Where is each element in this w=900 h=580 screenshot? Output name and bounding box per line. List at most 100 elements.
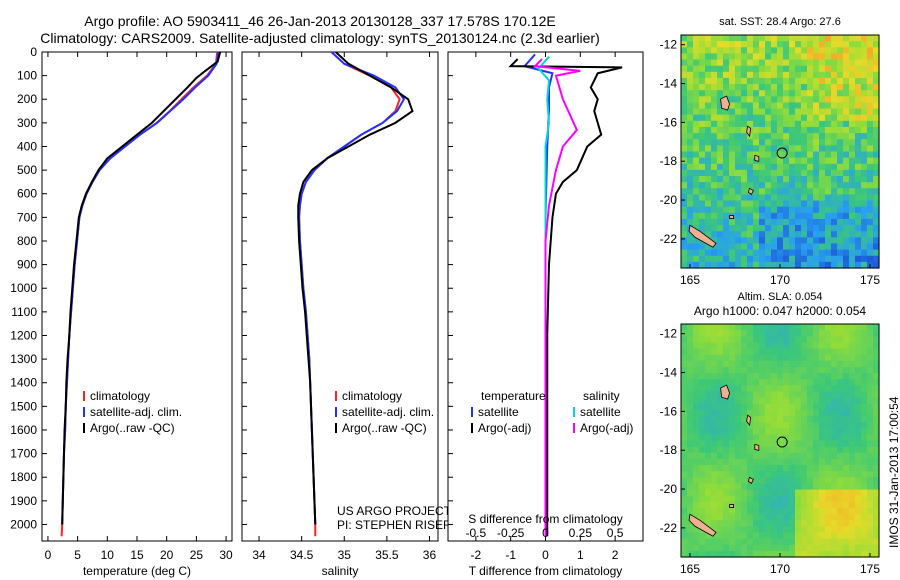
- legend-label: Argo(-adj): [580, 421, 633, 435]
- annotation-pi: PI: STEPHEN RISER: [337, 518, 452, 532]
- y-tick-label: 1900: [10, 494, 37, 508]
- x-tick-label: 1: [577, 548, 584, 562]
- y-tick-label: -16: [660, 115, 678, 129]
- y-tick-label: 400: [17, 139, 37, 153]
- argo-float-marker: [776, 147, 788, 159]
- island-shape: [746, 125, 752, 138]
- map-sst: [681, 35, 880, 269]
- y-tick-label: 1100: [11, 305, 37, 319]
- series-line-argo---raw--qc-: [297, 51, 414, 525]
- y-tick-label: 0: [30, 45, 37, 59]
- x-tick-label: 35: [338, 548, 352, 562]
- y-tick-label: -22: [660, 232, 678, 246]
- y-tick-label: 1700: [10, 447, 37, 461]
- legend-title: temperature: [481, 389, 546, 403]
- y-tick-label: 1300: [10, 352, 37, 366]
- x-tick-label: 175: [860, 562, 880, 576]
- y-tick-label: 2000: [10, 517, 37, 531]
- island-shape: [688, 513, 717, 537]
- y-tick-label: 200: [17, 92, 37, 106]
- island-shape: [746, 414, 752, 427]
- x2-tick-label: 0.5: [607, 526, 624, 540]
- x-tick-label: 170: [770, 273, 790, 287]
- y-tick-label: -22: [660, 521, 678, 535]
- y-tick-label: -20: [660, 193, 678, 207]
- x-tick-label: 10: [101, 548, 115, 562]
- x-tick-label: 165: [680, 562, 700, 576]
- island-shape: [754, 443, 760, 451]
- y-tick-label: -12: [660, 38, 678, 52]
- y-tick-label: 1600: [10, 423, 37, 437]
- x-tick-label: 5: [74, 548, 81, 562]
- y-tick-label: -12: [660, 327, 678, 341]
- y-tick-label: 300: [17, 116, 37, 130]
- x-tick-label: 165: [680, 273, 700, 287]
- island-shape: [688, 224, 717, 248]
- legend-label: Argo(..raw -QC): [90, 421, 175, 435]
- x2-tick-label: 0.25: [569, 526, 593, 540]
- island-shape: [720, 384, 731, 400]
- x-tick-label: 34.5: [290, 548, 314, 562]
- y-tick-label: 1500: [10, 399, 37, 413]
- x-tick-label: 25: [190, 548, 204, 562]
- y-tick-label: -16: [660, 404, 678, 418]
- legend-label: satellite-adj. clim.: [342, 405, 434, 419]
- plot-frame-0: [41, 51, 233, 542]
- legend-label: Argo(-adj): [478, 421, 531, 435]
- annotation-project: US ARGO PROJECT: [337, 504, 452, 518]
- chart-title-line1: Argo profile: AO 5903411_46 26-Jan-2013 …: [84, 13, 556, 29]
- x-tick-label: 0: [45, 548, 52, 562]
- series-line-argo---raw--qc-: [61, 51, 222, 525]
- chart-title-line2: Climatology: CARS2009. Satellite-adjuste…: [40, 30, 600, 46]
- legend-title: salinity: [583, 389, 620, 403]
- y-tick-label: -14: [660, 77, 678, 91]
- y-tick-label: 800: [17, 234, 37, 248]
- x2-tick-label: -0.25: [497, 526, 525, 540]
- x-axis-label: temperature (deg C): [83, 564, 191, 578]
- y-tick-label: -18: [660, 443, 678, 457]
- x2-tick-label: -0.5: [466, 526, 487, 540]
- y-tick-label: 900: [17, 258, 37, 272]
- x-tick-label: 35.5: [375, 548, 399, 562]
- y-tick-label: 700: [17, 210, 37, 224]
- island-shape: [729, 215, 734, 219]
- x-tick-label: 34: [252, 548, 266, 562]
- x-tick-label: -2: [471, 548, 482, 562]
- legend-label: satellite: [478, 405, 519, 419]
- x-tick-label: 36: [423, 548, 437, 562]
- y-tick-label: 1000: [10, 281, 37, 295]
- y-tick-label: -14: [660, 366, 678, 380]
- argo-float-marker: [776, 436, 788, 448]
- series-line-argo--adj-: [532, 58, 581, 537]
- map-subtitle: Argo h1000: 0.047 h2000: 0.054: [694, 304, 866, 318]
- map-title: sat. SST: 28.4 Argo: 27.6: [719, 16, 841, 28]
- island-shape: [754, 154, 760, 162]
- x-tick-label: 170: [770, 562, 790, 576]
- legend-label: satellite: [580, 405, 621, 419]
- y-tick-label: 100: [17, 69, 37, 83]
- island-shape: [747, 187, 754, 195]
- y-tick-label: 1800: [10, 470, 37, 484]
- x-axis-label: T difference from climatology: [469, 564, 623, 578]
- x2-tick-label: 0: [542, 526, 549, 540]
- island-shape: [720, 95, 731, 111]
- y-tick-label: 600: [17, 187, 37, 201]
- legend-label: Argo(..raw -QC): [342, 421, 427, 435]
- legend-label: climatology: [342, 389, 402, 403]
- series-line-argo--adj-: [508, 58, 623, 537]
- y-tick-label: 500: [17, 163, 37, 177]
- x-tick-label: 20: [160, 548, 174, 562]
- island-shape: [747, 476, 754, 484]
- y-tick-label: 1200: [10, 328, 37, 342]
- legend-label: satellite-adj. clim.: [90, 405, 182, 419]
- map-sla: [681, 324, 880, 558]
- imos-timestamp: IMOS 31-Jan-2013 17:00:54: [887, 396, 900, 548]
- y-tick-label: -18: [660, 154, 678, 168]
- x2-axis-label: S difference from climatology: [468, 512, 623, 526]
- island-shape: [729, 504, 734, 508]
- legend-label: climatology: [90, 389, 150, 403]
- x-tick-label: 30: [219, 548, 233, 562]
- plot-frame-1: [241, 51, 439, 542]
- x-tick-label: 15: [130, 548, 144, 562]
